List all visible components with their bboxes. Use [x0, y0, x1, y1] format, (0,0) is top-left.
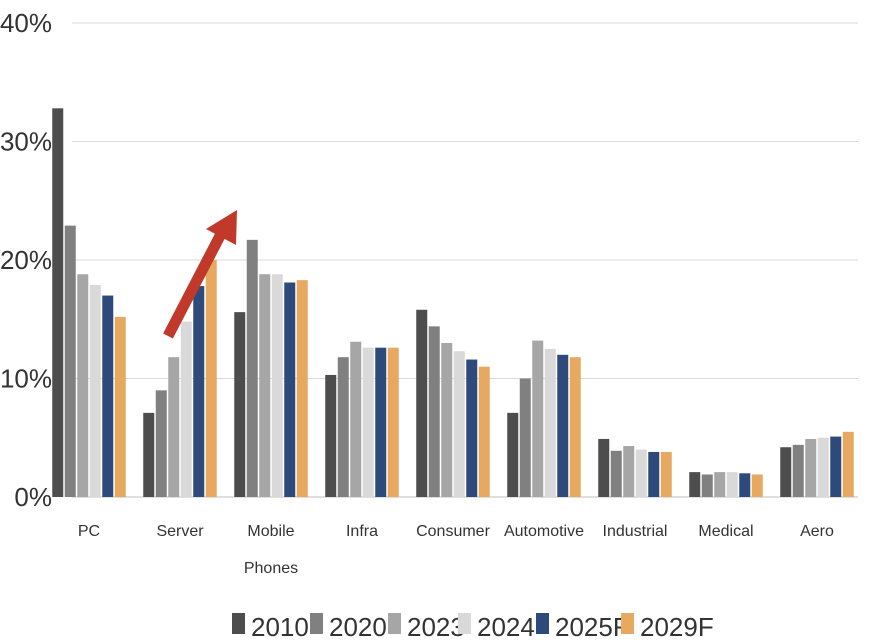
y-tick-label: 40% — [0, 8, 52, 38]
annotation — [163, 210, 237, 339]
bar-2023 — [532, 340, 544, 497]
y-tick-label: 20% — [0, 245, 52, 275]
bar-2025f — [648, 451, 660, 497]
legend-swatch-2024 — [458, 613, 471, 634]
bar-2020 — [64, 225, 76, 497]
bar-2024 — [635, 449, 647, 497]
x-tick-label: Infra — [346, 523, 378, 540]
y-tick-label: 10% — [0, 364, 52, 394]
bar-2024 — [362, 347, 374, 497]
bar-2020 — [428, 326, 440, 497]
bar-2025f — [466, 359, 478, 497]
bar-2024 — [89, 284, 101, 497]
bar-2010 — [325, 374, 337, 497]
bar-2020 — [155, 390, 167, 497]
bar-2023 — [259, 274, 271, 497]
bar-2024 — [544, 348, 556, 497]
x-tick-label: Medical — [698, 523, 753, 540]
arrow-head — [206, 210, 237, 245]
bar-2020 — [792, 444, 804, 497]
bar-2029f — [478, 366, 490, 497]
legend-label: 2025F — [555, 612, 629, 640]
legend-swatch-2023 — [388, 613, 401, 634]
x-tick-label: Server — [156, 523, 204, 540]
bar-2029f — [114, 316, 126, 497]
bar-2010 — [507, 412, 519, 497]
bar-2029f — [569, 357, 581, 497]
legend: 2010 2020 2023 2024 2025F 2029F — [232, 612, 714, 640]
bar-2025f — [284, 282, 296, 497]
bar-2020 — [701, 474, 713, 497]
bar-2010 — [143, 412, 155, 497]
x-tick-label: Industrial — [603, 523, 668, 540]
bar-2025f — [375, 347, 387, 497]
legend-label: 2029F — [640, 612, 714, 640]
bar-2029f — [751, 474, 763, 497]
x-tick-label: Mobile — [247, 523, 294, 540]
bar-2010 — [234, 312, 246, 497]
x-tick-label: Automotive — [504, 523, 584, 540]
bar-2029f — [842, 431, 854, 497]
bar-2010 — [780, 447, 792, 497]
bar-2023 — [714, 472, 726, 497]
bar-2024 — [453, 351, 465, 497]
y-tick-label: 0% — [14, 482, 52, 512]
bar-2023 — [350, 341, 362, 497]
bar-2029f — [296, 280, 308, 497]
legend-swatch-2029f — [621, 613, 634, 634]
bar-2023 — [168, 357, 180, 497]
legend-swatch-2025f — [536, 613, 549, 634]
legend-swatch-2010 — [232, 613, 245, 634]
bar-2029f — [205, 260, 217, 497]
bar-2024 — [271, 274, 283, 497]
x-tick-label: PC — [78, 523, 100, 540]
bar-2025f — [830, 436, 842, 497]
x-tick-label: Consumer — [416, 523, 490, 540]
bar-2025f — [557, 354, 569, 497]
bar-2020 — [337, 357, 349, 497]
y-axis-ticks: 0% 10% 20% 30% 40% — [0, 8, 52, 512]
bar-2010 — [52, 108, 64, 497]
bar-2023 — [623, 446, 635, 497]
bar-2023 — [805, 438, 817, 497]
bar-2010 — [598, 438, 610, 497]
x-tick-label: Phones — [244, 560, 298, 577]
x-tick-label: Aero — [800, 523, 834, 540]
bar-2025f — [193, 286, 205, 497]
bar-2023 — [441, 342, 453, 497]
legend-label: 2020 — [329, 612, 387, 640]
bar-2010 — [689, 472, 701, 497]
bar-2020 — [246, 239, 258, 498]
bar-2024 — [726, 472, 738, 497]
legend-label: 2023 — [407, 612, 465, 640]
bar-2024 — [817, 437, 829, 497]
bar-2029f — [387, 347, 399, 497]
arrow-shaft — [163, 229, 227, 339]
bar-2023 — [77, 274, 89, 497]
bars — [52, 108, 854, 498]
bar-2010 — [416, 309, 428, 497]
bar-2025f — [739, 473, 751, 497]
legend-label: 2010 — [251, 612, 309, 640]
bar-2020 — [519, 378, 531, 497]
bar-2029f — [660, 451, 672, 497]
bar-2020 — [610, 450, 622, 497]
legend-label: 2024 — [477, 612, 535, 640]
x-axis-ticks: PC Server Mobile Phones Infra Consumer Automot… — [78, 523, 834, 577]
legend-swatch-2020 — [310, 613, 323, 634]
bar-2024 — [180, 321, 192, 497]
y-tick-label: 30% — [0, 127, 52, 157]
bar-2025f — [102, 295, 114, 497]
